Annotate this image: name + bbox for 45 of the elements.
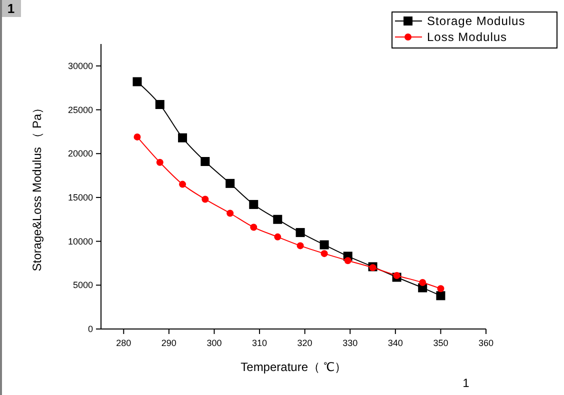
y-tick-label: 25000 [68, 104, 93, 115]
y-tick-label: 5000 [72, 280, 93, 290]
point [320, 250, 328, 258]
x-tick-label: 340 [388, 338, 403, 348]
point [134, 133, 141, 140]
x-tick-label: 290 [161, 338, 176, 348]
point [226, 178, 235, 188]
point [436, 291, 446, 300]
point [296, 242, 304, 250]
point [393, 272, 400, 280]
y-axis-title: Storage&Loss Modulus （ Pa） [30, 102, 44, 272]
point [344, 257, 352, 264]
x-tick-label: 300 [206, 338, 222, 348]
point [226, 210, 234, 217]
x-tick-label: 350 [433, 338, 448, 348]
y-tick-label: 15000 [68, 192, 93, 202]
y-tick-label: 0 [88, 324, 93, 334]
y-tick-label: 20000 [68, 148, 93, 159]
point [178, 133, 188, 142]
point [155, 100, 164, 110]
x-tick-label: 360 [478, 338, 494, 348]
point [419, 279, 426, 286]
point [437, 285, 444, 292]
point [273, 214, 282, 224]
point [249, 200, 258, 209]
x-tick-label: 310 [252, 338, 268, 348]
x-tick-label: 280 [116, 338, 132, 348]
point [200, 157, 210, 166]
text: 1 [7, 1, 15, 16]
x-tick-label: 330 [342, 338, 358, 348]
x-axis-title: Temperature（ ℃） [240, 360, 346, 374]
legend-label: Loss Modulus [427, 30, 508, 44]
point [179, 180, 186, 188]
point [250, 224, 258, 231]
legend-label: Storage Modulus [427, 14, 526, 28]
y-tick-label: 30000 [68, 60, 93, 71]
y-tick-label: 10000 [68, 236, 93, 246]
point [296, 228, 305, 238]
x-tick-label: 320 [297, 338, 312, 348]
point [132, 77, 142, 86]
point [274, 233, 282, 240]
point [156, 158, 164, 166]
point [202, 196, 209, 203]
text: 1 [462, 376, 470, 390]
point [320, 240, 329, 250]
